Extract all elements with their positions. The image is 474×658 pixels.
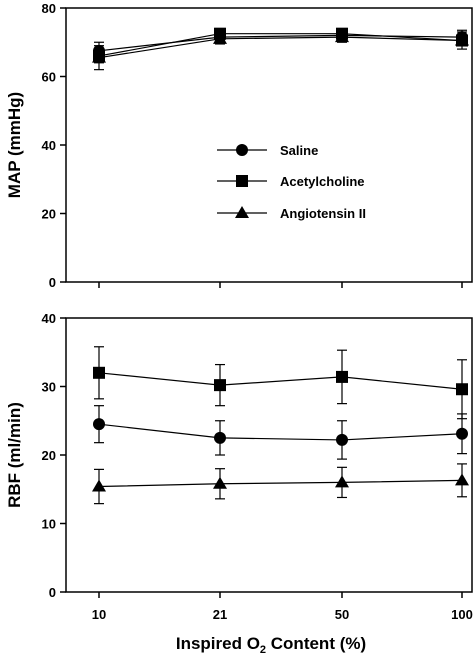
rbf-series-line: [98, 479, 463, 488]
x-axis-title-part-2: Content (%): [266, 634, 366, 653]
legend-marker: [236, 175, 248, 187]
legend-marker: [235, 206, 249, 218]
legend-label: Saline: [280, 143, 318, 158]
map-data-point: [213, 31, 227, 44]
rbf-series-angiotensin-ii: [92, 463, 469, 505]
rbf-data-point: [456, 427, 468, 440]
rbf-x-tick-label: 10: [92, 607, 106, 622]
rbf-data-point: [455, 473, 469, 486]
rbf-data-point: [93, 366, 105, 379]
rbf-y-tick-label: 0: [49, 585, 56, 600]
rbf-data-point: [214, 431, 226, 444]
map-y-tick-label: 20: [42, 207, 56, 222]
legend-marker: [236, 144, 248, 156]
legend-label: Angiotensin II: [280, 206, 366, 221]
rbf-series-line: [98, 372, 463, 390]
x-axis-title-subscript: 2: [260, 644, 266, 656]
x-axis-title: Inspired O2 Content (%): [176, 634, 366, 656]
map-y-tick-label: 0: [49, 275, 56, 290]
map-series-line: [98, 34, 463, 52]
rbf-data-point: [335, 475, 349, 488]
map-series-line: [98, 33, 463, 57]
rbf-y-axis-title: RBF (ml/min): [5, 402, 24, 508]
rbf-series-line: [98, 423, 463, 441]
rbf-y-tick-label: 10: [42, 517, 56, 532]
rbf-plot-frame: [65, 317, 473, 593]
rbf-y-tick-label: 40: [42, 311, 56, 326]
rbf-series-saline: [93, 405, 468, 460]
rbf-x-tick-label: 21: [213, 607, 227, 622]
rbf-data-point: [336, 370, 348, 383]
rbf-data-point: [456, 383, 468, 396]
map-panel: 0 20 40 60 80 MAP (mmHg) Saline Acetylcholine An…: [5, 1, 473, 290]
rbf-panel: 0 10 20 30 40 RBF (ml/min) 10 21 50 100: [5, 311, 473, 622]
map-data-point: [92, 50, 106, 63]
map-series-angiotensin-ii: [92, 30, 469, 71]
rbf-data-point: [93, 418, 105, 431]
x-axis-title-part-1: Inspired O: [176, 634, 260, 653]
legend: Saline Acetylcholine Angiotensin II: [217, 143, 366, 221]
map-plot-frame: [65, 7, 473, 283]
rbf-y-tick-label: 20: [42, 448, 56, 463]
rbf-x-tick-label: 100: [451, 607, 473, 622]
rbf-data-point: [213, 476, 227, 489]
map-data-point: [335, 30, 349, 43]
rbf-data-point: [92, 479, 106, 492]
rbf-data-point: [336, 433, 348, 446]
rbf-series-acetylcholine: [93, 346, 468, 420]
map-y-tick-label: 40: [42, 138, 56, 153]
map-y-tick-label: 60: [42, 70, 56, 85]
map-y-tick-label: 80: [42, 1, 56, 16]
rbf-x-tick-label: 50: [335, 607, 349, 622]
map-series-line: [98, 36, 463, 59]
map-data-point: [455, 33, 469, 46]
rbf-data-point: [214, 379, 226, 392]
map-y-axis-title: MAP (mmHg): [5, 92, 24, 198]
legend-label: Acetylcholine: [280, 174, 365, 189]
rbf-y-tick-label: 30: [42, 380, 56, 395]
